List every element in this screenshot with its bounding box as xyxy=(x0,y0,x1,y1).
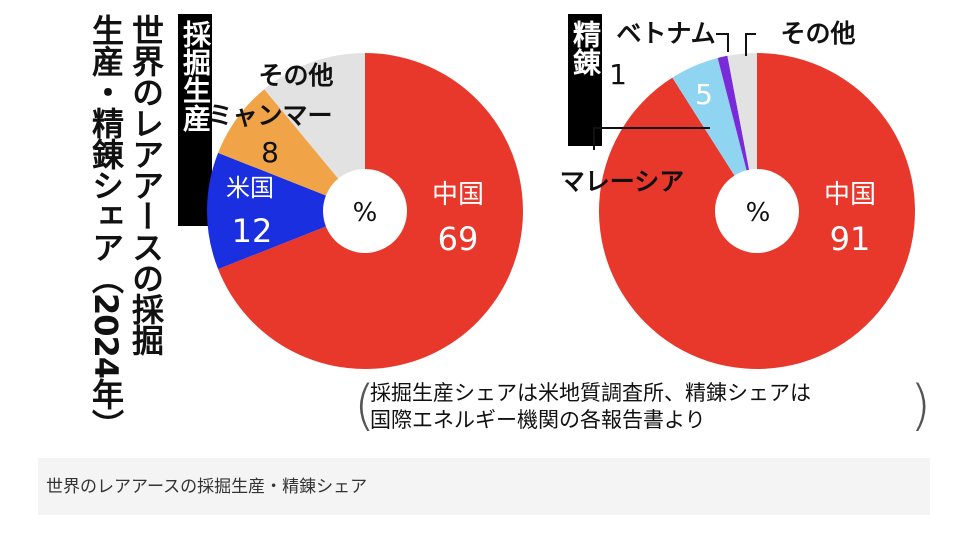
mining-slice-1 xyxy=(207,152,365,270)
chart-title-line-2: 生産・精錬シェア（2024年） xyxy=(87,14,125,441)
refining-label-china-value: 91 xyxy=(830,220,871,258)
mining-label-china-value: 69 xyxy=(438,220,479,258)
mining-label-myanmar-name: ミャンマー xyxy=(207,101,332,130)
image-caption: 世界のレアアースの採掘生産・精錬シェア xyxy=(46,477,368,497)
refining-label-vietnam-value: 1 xyxy=(609,58,627,91)
refining-label-china-name: 中国 xyxy=(824,180,876,210)
mining-label-other-name: その他 xyxy=(258,61,333,90)
mining-center-unit: % xyxy=(353,198,378,228)
source-note-line-2: 国際エネルギー機関の各報告書より xyxy=(370,408,706,432)
caption-bar: 世界のレアアースの採掘生産・精錬シェア xyxy=(38,458,930,515)
mining-slice-2 xyxy=(218,89,365,211)
refining-label-other-name: その他 xyxy=(780,19,855,48)
refining-label-malaysia-value: 5 xyxy=(695,78,713,111)
refining-label-malaysia-name: マレーシア xyxy=(560,167,685,196)
chart-figure: 世界のレアアースの採掘 生産・精錬シェア（2024年） 採掘生産 精錬 中国 6… xyxy=(38,0,932,458)
vietnam-leader-line xyxy=(716,33,729,52)
source-note: 採掘生産シェアは米地質調査所、精錬シェアは 国際エネルギー機関の各報告書より xyxy=(370,380,811,434)
mining-center-hole xyxy=(323,169,407,253)
refining-label-vietnam-name: ベトナム xyxy=(616,19,715,48)
mining-label-usa-name: 米国 xyxy=(226,174,274,202)
pie-charts-svg: 中国 69 米国 12 ミャンマー 8 その他 % 中国 91 % 5 マレーシ… xyxy=(207,19,915,369)
refining-tab-label: 精錬 xyxy=(568,14,602,146)
mining-pie xyxy=(207,53,524,369)
chart-title-line-1: 世界のレアアースの採掘 xyxy=(127,14,165,355)
mining-slice-3 xyxy=(264,53,365,211)
refining-center-hole xyxy=(715,169,799,253)
malaysia-leader-line xyxy=(593,127,710,150)
mining-label-usa-value: 12 xyxy=(232,212,273,250)
refining-center-unit: % xyxy=(746,198,771,228)
mining-label-china-name: 中国 xyxy=(432,180,484,210)
mining-tab-label: 採掘生産 xyxy=(178,14,212,226)
other-leader-line xyxy=(745,33,756,56)
note-right-paren: ) xyxy=(910,374,932,437)
refining-pie xyxy=(599,53,915,369)
mining-label-myanmar-value: 8 xyxy=(261,136,279,169)
note-left-paren: ( xyxy=(354,374,376,437)
refining-slice-1 xyxy=(672,57,757,211)
source-note-line-1: 採掘生産シェアは米地質調査所、精錬シェアは xyxy=(370,381,811,405)
